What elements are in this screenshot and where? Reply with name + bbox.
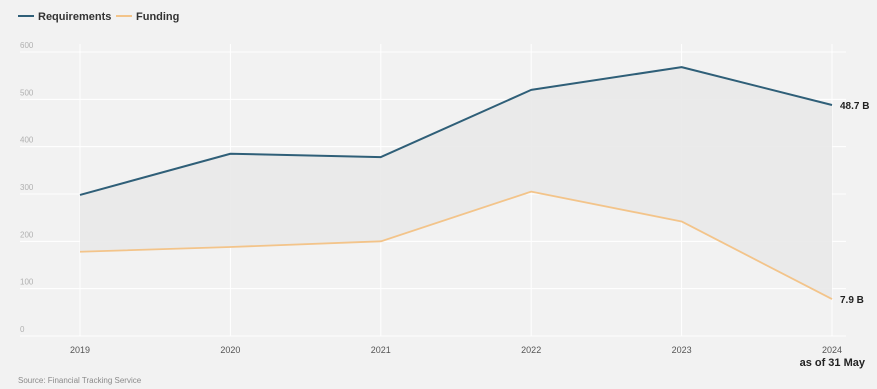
end-labels: 48.7 B 7.9 B [840,101,869,306]
y-tick-label: 500 [20,88,34,97]
legend: Requirements Funding [18,11,179,23]
y-tick-label: 600 [20,41,34,50]
y-tick-label: 400 [20,136,34,145]
x-tick-label: 2023 [672,345,692,355]
series-lines [79,66,833,300]
y-tick-label: 100 [20,278,34,287]
y-tick-label: 200 [20,230,34,239]
requirements-line [79,66,833,196]
x-tick-label: 2024 [822,345,842,355]
source-note: Source: Financial Tracking Service [18,376,142,385]
y-axis-ticks: 0 100 200 300 400 500 600 [20,41,34,334]
x-tick-label: 2022 [521,345,541,355]
gap-area [80,67,832,300]
x-tick-label: 2020 [220,345,240,355]
gap-area-fill [80,67,832,300]
x-tick-label: 2021 [371,345,391,355]
x-axis-note: as of 31 May [800,357,866,369]
funding-line [79,190,833,300]
x-tick-label: 2019 [70,345,90,355]
legend-funding-label: Funding [136,11,179,23]
requirements-end-label: 48.7 B [840,101,869,112]
y-tick-label: 0 [20,325,25,334]
funding-end-label: 7.9 B [840,295,864,306]
y-tick-label: 300 [20,183,34,192]
legend-requirements-label: Requirements [38,11,111,23]
x-axis-ticks: 2019 2020 2021 2022 2023 2024 [70,345,842,355]
